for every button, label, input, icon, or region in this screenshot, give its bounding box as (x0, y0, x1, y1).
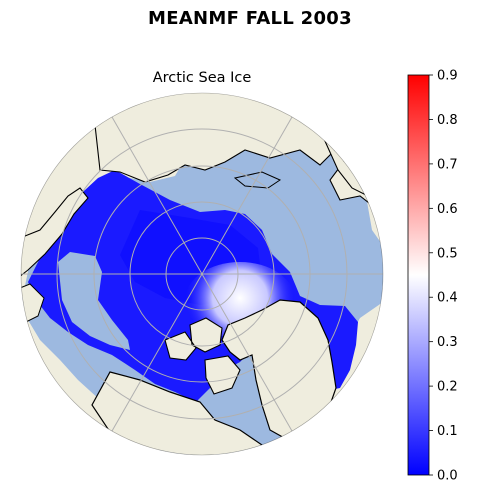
colorbar-tick-label: 0.0 (437, 469, 458, 484)
graticule (21, 116, 383, 432)
colorbar-tick-label: 0.9 (437, 69, 458, 84)
colorbar-tick-label: 0.2 (437, 380, 458, 395)
map-title: Arctic Sea Ice (152, 70, 252, 86)
colorbar-tick-label: 0.6 (437, 202, 458, 217)
colorbar: 0.0 0.1 0.2 0.3 0.4 0.5 0.6 0.7 0.8 0.9 (407, 69, 458, 484)
colorbar-ticks: 0.0 0.1 0.2 0.3 0.4 0.5 0.6 0.7 0.8 0.9 (429, 69, 458, 484)
colorbar-tick-label: 0.3 (437, 335, 458, 350)
colorbar-tick-label: 0.1 (437, 424, 458, 439)
colorbar-tick-label: 0.4 (437, 291, 458, 306)
map-boundary (20, 92, 384, 456)
colorbar-tick-label: 0.7 (437, 157, 458, 172)
colorbar-tick-label: 0.8 (437, 113, 458, 128)
colorbar-tick-label: 0.5 (437, 246, 458, 261)
colorbar-gradient (407, 74, 430, 476)
figure-title: MEANMF FALL 2003 (148, 8, 352, 29)
open-water-patch (58, 252, 130, 350)
scandinavia (21, 187, 89, 282)
